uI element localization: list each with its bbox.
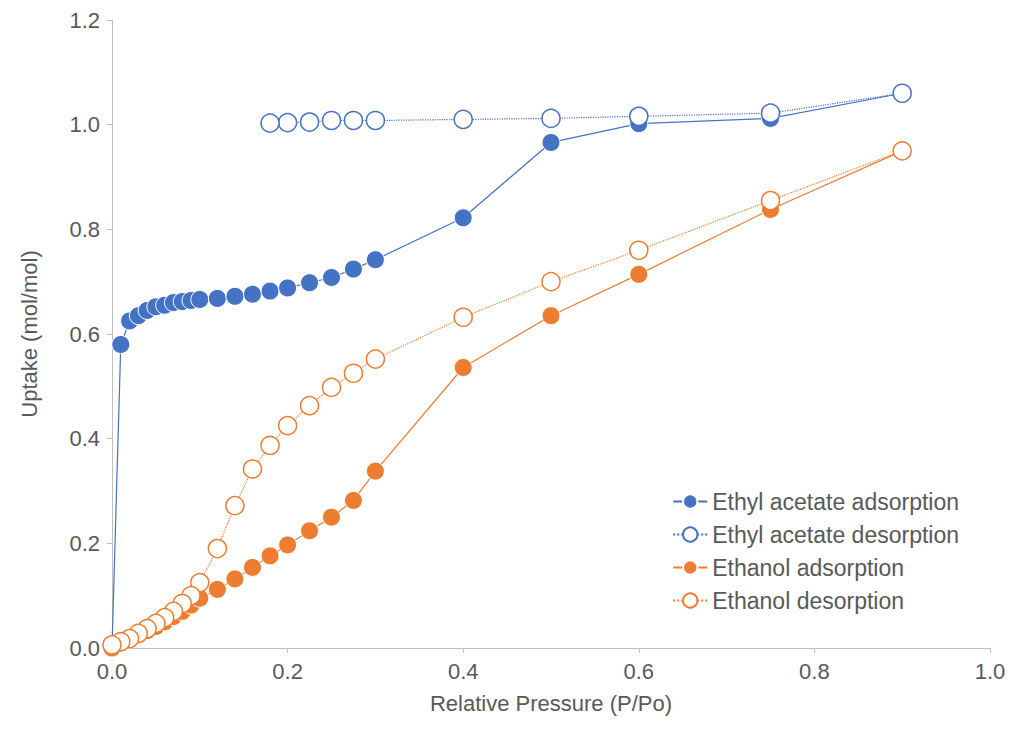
svg-text:0.2: 0.2 bbox=[69, 531, 100, 556]
svg-text:1.2: 1.2 bbox=[69, 8, 100, 33]
svg-text:0.8: 0.8 bbox=[69, 217, 100, 242]
svg-text:0.0: 0.0 bbox=[97, 659, 128, 684]
svg-text:0.4: 0.4 bbox=[448, 659, 479, 684]
svg-text:0.4: 0.4 bbox=[69, 426, 100, 451]
svg-text:0.6: 0.6 bbox=[624, 659, 655, 684]
svg-text:Relative Pressure (P/Po): Relative Pressure (P/Po) bbox=[430, 691, 672, 716]
svg-text:1.0: 1.0 bbox=[69, 112, 100, 137]
svg-text:Ethyl acetate adsorption: Ethyl acetate adsorption bbox=[712, 489, 959, 515]
svg-text:0.6: 0.6 bbox=[69, 322, 100, 347]
svg-text:0.2: 0.2 bbox=[272, 659, 303, 684]
svg-text:Ethyl acetate desorption: Ethyl acetate desorption bbox=[712, 522, 959, 548]
svg-text:1.0: 1.0 bbox=[975, 659, 1006, 684]
svg-text:Ethanol desorption: Ethanol desorption bbox=[712, 588, 904, 614]
svg-text:0.8: 0.8 bbox=[799, 659, 830, 684]
svg-text:Ethanol adsorption: Ethanol adsorption bbox=[712, 555, 904, 581]
svg-text:Uptake (mol/mol): Uptake (mol/mol) bbox=[17, 250, 42, 417]
svg-text:0.0: 0.0 bbox=[69, 636, 100, 661]
